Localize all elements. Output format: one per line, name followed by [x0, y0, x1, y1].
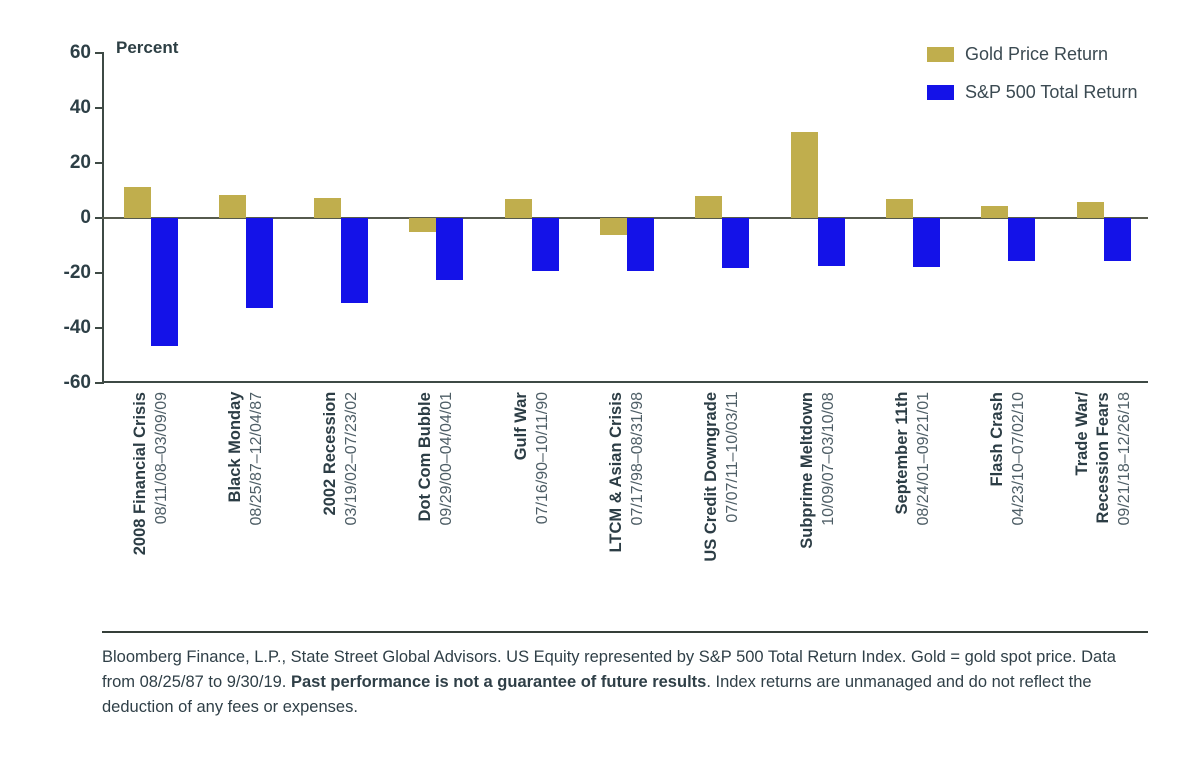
crisis-name: Trade War/ — [1073, 392, 1091, 476]
x-category-label-text: US Credit Downgrade 07/07/11–10/03/11 — [701, 392, 743, 562]
bar-gold-8 — [885, 198, 913, 218]
x-category-label: Black Monday 08/25/87–12/04/87 — [191, 392, 301, 525]
crisis-date-range: 09/29/00–04/04/01 — [438, 392, 456, 526]
bar-sp500-2 — [341, 218, 369, 304]
bar-sp500-3 — [436, 218, 464, 280]
source-note-bold-disclaimer: Past performance is not a guarantee of f… — [290, 673, 707, 692]
x-category-label-text: Trade War/Recession Fears 09/21/18–12/26/… — [1072, 392, 1135, 525]
x-category-label-text: LTCM & Asian Crisis 07/17/98–08/31/98 — [606, 392, 648, 552]
legend: Gold Price Return S&P 500 Total Return — [927, 44, 1137, 103]
bar-gold-2 — [314, 198, 342, 218]
bar-gold-7 — [790, 132, 818, 218]
bar-sp500-0 — [150, 218, 178, 347]
crisis-name: Flash Crash — [988, 392, 1007, 487]
gold-legend-swatch — [927, 47, 954, 62]
x-category-label-text: September 11th 08/24/01–09/21/01 — [892, 392, 934, 525]
bar-gold-0 — [123, 186, 151, 218]
crisis-name: Subprime Meltdown — [797, 392, 816, 549]
y-tick-label: -20 — [63, 262, 91, 283]
bar-sp500-10 — [1103, 218, 1131, 262]
x-category-label-text: 2008 Financial Crisis 08/11/08–03/09/09 — [130, 392, 172, 555]
x-category-label-text: Gulf War 07/16/90–10/11/90 — [511, 392, 553, 524]
y-tick-label: 60 — [69, 42, 91, 63]
source-note-text: Bloomberg Finance, L.P., State Street Gl… — [102, 648, 1116, 692]
x-category-label: LTCM & Asian Crisis 07/17/98–08/31/98 — [572, 392, 682, 552]
bar-sp500-8 — [912, 218, 940, 267]
x-category-label: September 11th 08/24/01–09/21/01 — [858, 392, 968, 525]
crisis-date-range: 08/25/87–12/04/87 — [247, 392, 265, 526]
y-axis-title: Percent — [116, 38, 179, 57]
bar-sp500-9 — [1008, 218, 1036, 261]
y-tick — [95, 217, 104, 219]
legend-item-sp500: S&P 500 Total Return — [927, 82, 1137, 103]
y-tick-label: -60 — [63, 372, 91, 393]
legend-label-sp500: S&P 500 Total Return — [965, 82, 1138, 102]
crisis-date-range: 09/21/18–12/26/18 — [1116, 392, 1133, 526]
x-category-label: Gulf War 07/16/90–10/11/90 — [477, 392, 587, 524]
x-category-label: 2002 Recession 03/19/02–07/23/02 — [286, 392, 396, 525]
bar-gold-4 — [504, 199, 532, 218]
x-category-label-text: 2002 Recession 03/19/02–07/23/02 — [320, 392, 362, 525]
bar-sp500-6 — [722, 218, 750, 269]
crisis-name: LTCM & Asian Crisis — [607, 392, 625, 553]
x-category-label: Subprime Meltdown 10/09/07–03/10/08 — [763, 392, 873, 549]
bar-sp500-4 — [531, 218, 559, 271]
y-tick — [95, 272, 104, 274]
crisis-name: September 11th — [892, 392, 911, 515]
crisis-name: 2008 Financial Crisis — [130, 392, 149, 556]
y-tick — [95, 327, 104, 329]
crisis-date-range: 08/11/08–03/09/09 — [152, 392, 170, 525]
x-category-label-text: Black Monday 08/25/87–12/04/87 — [225, 392, 267, 525]
crisis-date-range: 07/17/98–08/31/98 — [629, 392, 646, 526]
footer-divider — [102, 631, 1148, 633]
crisis-name: Dot Com Bubble — [416, 392, 435, 522]
x-axis — [102, 381, 1148, 383]
x-category-label: Trade War/Recession Fears 09/21/18–12/26/… — [1049, 392, 1159, 525]
x-category-label-text: Dot Com Bubble 09/29/00–04/04/01 — [415, 392, 457, 525]
bar-gold-3 — [409, 218, 437, 233]
crisis-date-range: 04/23/10–07/02/10 — [1010, 392, 1028, 526]
x-category-label-text: Subprime Meltdown 10/09/07–03/10/08 — [797, 392, 839, 549]
y-tick — [95, 107, 104, 109]
x-category-label: Flash Crash 04/23/10–07/02/10 — [953, 392, 1063, 525]
y-tick-label: 20 — [69, 152, 91, 173]
y-tick — [95, 382, 104, 384]
source-note: Bloomberg Finance, L.P., State Street Gl… — [102, 645, 1152, 720]
crisis-date-range: 08/24/01–09/21/01 — [914, 392, 932, 526]
crisis-name: Recession Fears — [1094, 392, 1112, 524]
bar-gold-5 — [600, 218, 627, 235]
legend-item-gold: Gold Price Return — [927, 44, 1137, 65]
x-category-label: 2008 Financial Crisis 08/11/08–03/09/09 — [96, 392, 206, 555]
bar-gold-1 — [218, 195, 246, 218]
crisis-name: US Credit Downgrade — [702, 392, 721, 562]
y-tick-label: 0 — [80, 207, 91, 228]
y-tick-label: 40 — [69, 97, 91, 118]
crisis-date-range: 07/07/11–10/03/11 — [724, 392, 742, 524]
sp500-legend-swatch — [927, 85, 954, 100]
source-note-text-after: . Index returns are unmanaged and do not… — [102, 673, 1092, 717]
bar-sp500-1 — [245, 218, 273, 309]
bar-gold-10 — [1076, 201, 1104, 218]
crisis-date-range: 10/09/07–03/10/08 — [819, 392, 837, 526]
y-tick — [95, 52, 104, 54]
crisis-name: 2002 Recession — [321, 392, 340, 516]
x-category-label: Dot Com Bubble 09/29/00–04/04/01 — [381, 392, 491, 525]
crisis-date-range: 03/19/02–07/23/02 — [343, 392, 361, 526]
legend-label-gold: Gold Price Return — [965, 44, 1109, 64]
bar-sp500-5 — [627, 218, 654, 271]
x-category-label-text: Flash Crash 04/23/10–07/02/10 — [987, 392, 1029, 525]
bar-gold-9 — [981, 206, 1009, 218]
crisis-date-range: 07/16/90–10/11/90 — [533, 392, 551, 525]
y-tick-label: -40 — [63, 317, 91, 338]
bar-sp500-7 — [817, 218, 845, 266]
y-tick — [95, 162, 104, 164]
crisis-name: Black Monday — [225, 392, 244, 503]
bar-gold-6 — [695, 195, 723, 218]
crisis-name: Gulf War — [511, 392, 530, 461]
x-category-label: US Credit Downgrade 07/07/11–10/03/11 — [667, 392, 777, 562]
